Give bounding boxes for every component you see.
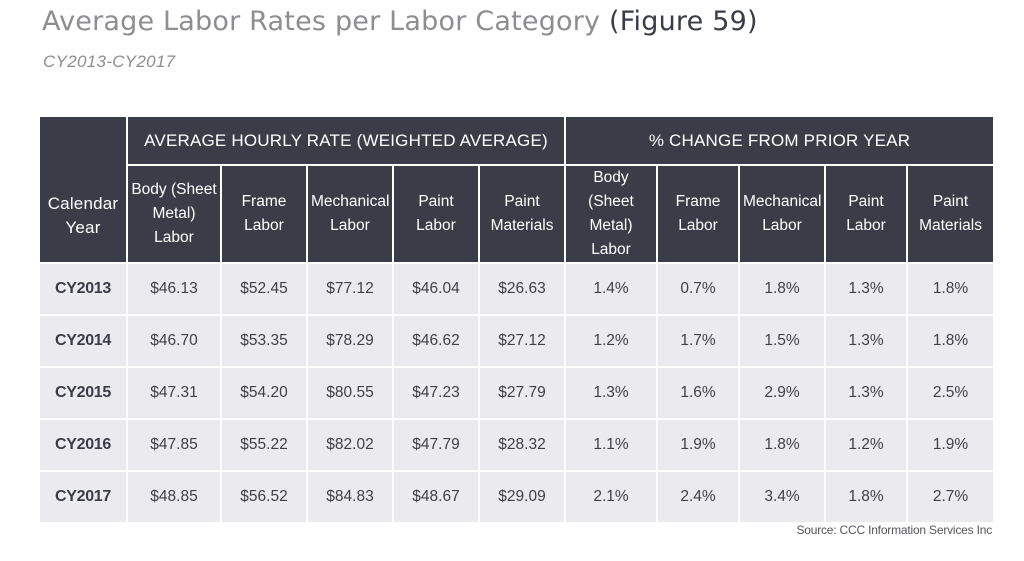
table-row: CY2013 $46.13 $52.45 $77.12 $46.04 $26.63 1.4%… [40, 264, 994, 316]
rate-cell: $55.22 [222, 420, 308, 472]
calendar-year-header: Calendar Year [40, 117, 128, 264]
percent-change-cell: 1.3% [826, 316, 909, 368]
rate-cell: $48.67 [394, 472, 480, 524]
rate-cell: $48.85 [128, 472, 222, 524]
table-row: CY2017 $48.85 $56.52 $84.83 $48.67 $29.09 2.1%… [40, 472, 994, 524]
page-title: Average Labor Rates per Labor Category (… [42, 6, 758, 37]
percent-change-cell: 1.8% [908, 264, 994, 316]
percent-change-cell: 2.1% [566, 472, 659, 524]
percent-change-cell: 1.8% [826, 472, 909, 524]
column-header: Mechanical Labor [308, 166, 394, 264]
percent-change-cell: 2.4% [658, 472, 741, 524]
column-header: Body (Sheet Metal) Labor [128, 166, 222, 264]
percent-change-cell: 1.1% [566, 420, 659, 472]
percent-change-cell: 2.7% [908, 472, 994, 524]
percent-change-cell: 1.7% [658, 316, 741, 368]
table-row: CY2014 $46.70 $53.35 $78.29 $46.62 $27.12 1.2%… [40, 316, 994, 368]
source-note: Source: CCC Information Services Inc [796, 523, 992, 537]
rate-cell: $84.83 [308, 472, 394, 524]
rate-cell: $46.70 [128, 316, 222, 368]
percent-change-cell: 1.8% [908, 316, 994, 368]
percent-change-cell: 1.3% [826, 368, 909, 420]
rate-cell: $56.52 [222, 472, 308, 524]
percent-change-cell: 1.9% [658, 420, 741, 472]
percent-change-cell: 1.3% [566, 368, 659, 420]
rate-cell: $47.31 [128, 368, 222, 420]
title-text: Average Labor Rates per Labor Category [42, 6, 601, 37]
column-header: Paint Materials [480, 166, 567, 264]
rate-cell: $80.55 [308, 368, 394, 420]
figure-label: (Figure 59) [609, 6, 758, 37]
rate-cell: $46.04 [394, 264, 480, 316]
rate-cell: $54.20 [222, 368, 308, 420]
rate-cell: $46.62 [394, 316, 480, 368]
percent-change-cell: 2.9% [740, 368, 827, 420]
page-subtitle: CY2013-CY2017 [43, 52, 176, 71]
rate-cell: $47.85 [128, 420, 222, 472]
column-header: Paint Labor [826, 166, 909, 264]
table-row: CY2016 $47.85 $55.22 $82.02 $47.79 $28.32 1.1%… [40, 420, 994, 472]
table-row: CY2015 $47.31 $54.20 $80.55 $47.23 $27.79 1.3%… [40, 368, 994, 420]
percent-change-cell: 1.4% [566, 264, 659, 316]
rate-cell: $78.29 [308, 316, 394, 368]
percent-change-cell: 2.5% [908, 368, 994, 420]
percent-change-cell: 1.5% [740, 316, 827, 368]
row-year-cell: CY2016 [40, 420, 128, 472]
column-header: Frame Labor [222, 166, 308, 264]
rate-cell: $46.13 [128, 264, 222, 316]
column-header: Body (Sheet Metal) Labor [566, 166, 659, 264]
percent-change-cell: 1.2% [826, 420, 909, 472]
group-header-percent-change: % CHANGE FROM PRIOR YEAR [566, 117, 994, 166]
row-year-cell: CY2014 [40, 316, 128, 368]
column-header: Frame Labor [658, 166, 741, 264]
percent-change-cell: 1.9% [908, 420, 994, 472]
column-header: Paint Materials [908, 166, 994, 264]
rate-cell: $53.35 [222, 316, 308, 368]
percent-change-cell: 1.2% [566, 316, 659, 368]
rate-cell: $77.12 [308, 264, 394, 316]
percent-change-cell: 0.7% [658, 264, 741, 316]
percent-change-cell: 3.4% [740, 472, 827, 524]
percent-change-cell: 1.6% [658, 368, 741, 420]
rate-cell: $47.23 [394, 368, 480, 420]
column-header: Paint Labor [394, 166, 480, 264]
group-header-hourly-rate: AVERAGE HOURLY RATE (WEIGHTED AVERAGE) [128, 117, 567, 166]
percent-change-cell: 1.8% [740, 420, 827, 472]
rate-cell: $26.63 [480, 264, 567, 316]
rate-cell: $47.79 [394, 420, 480, 472]
rate-cell: $52.45 [222, 264, 308, 316]
rate-cell: $27.79 [480, 368, 567, 420]
row-year-cell: CY2015 [40, 368, 128, 420]
percent-change-cell: 1.3% [826, 264, 909, 316]
row-year-cell: CY2017 [40, 472, 128, 524]
percent-change-cell: 1.8% [740, 264, 827, 316]
column-header: Mechanical Labor [740, 166, 827, 264]
rate-cell: $82.02 [308, 420, 394, 472]
rate-cell: $27.12 [480, 316, 567, 368]
rate-cell: $28.32 [480, 420, 567, 472]
rate-cell: $29.09 [480, 472, 567, 524]
labor-rates-table: Calendar Year AVERAGE HOURLY RATE (WEIGH… [40, 117, 994, 524]
row-year-cell: CY2013 [40, 264, 128, 316]
